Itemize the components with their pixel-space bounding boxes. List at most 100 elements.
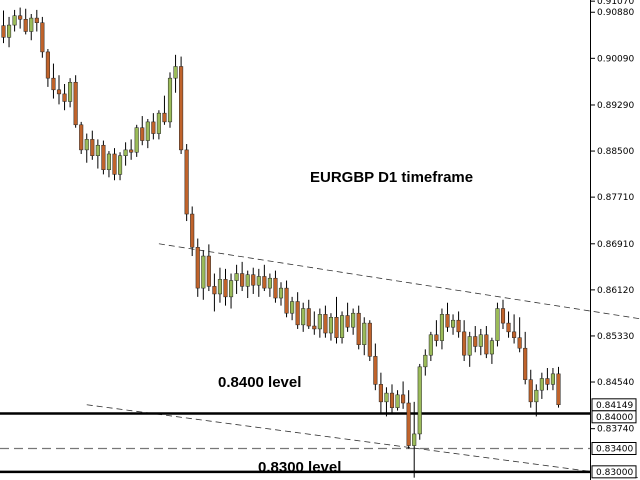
candle xyxy=(328,313,333,341)
candle-body-bear xyxy=(23,18,28,32)
candle-body-bull xyxy=(451,319,456,328)
candle-body-bear xyxy=(56,89,62,95)
candle xyxy=(306,299,311,329)
candle-body-bull xyxy=(428,334,433,356)
candle-body-bull xyxy=(439,314,444,341)
candle xyxy=(406,390,411,449)
candle xyxy=(401,381,406,409)
candle-body-bear xyxy=(323,314,328,334)
candle-body-bull xyxy=(362,322,367,345)
candle xyxy=(106,151,112,178)
candle xyxy=(12,9,17,32)
price-tag-label: 0.84149 xyxy=(596,401,633,411)
candle xyxy=(29,13,34,41)
candle-body-bear xyxy=(434,334,439,341)
trendline-0 xyxy=(158,243,640,320)
candle xyxy=(434,320,439,347)
candle-body-bull xyxy=(478,334,483,347)
candle xyxy=(201,250,206,300)
candle xyxy=(545,368,550,391)
candle xyxy=(312,311,317,335)
candle xyxy=(68,78,73,108)
candle-body-bear xyxy=(512,331,517,338)
candle-body-bull xyxy=(84,139,89,151)
candle-body-bull xyxy=(7,24,12,38)
candle xyxy=(256,268,261,297)
candle-body-bear xyxy=(506,322,511,333)
candle xyxy=(412,401,417,478)
candle xyxy=(56,75,62,105)
candle xyxy=(451,314,456,335)
candle xyxy=(389,384,395,414)
candle-body-bear xyxy=(195,247,200,289)
candle-body-bull xyxy=(328,317,333,334)
trendline-1 xyxy=(86,404,640,479)
candle xyxy=(206,244,211,292)
candle-body-bear xyxy=(129,149,134,153)
candle xyxy=(18,7,23,29)
candle xyxy=(1,10,6,44)
level-lines xyxy=(0,412,590,474)
candle xyxy=(167,72,173,128)
candle xyxy=(251,267,256,294)
price-tick-label: 0.84540 xyxy=(597,378,634,388)
candle-body-bear xyxy=(389,392,395,408)
candle-body-bull xyxy=(217,279,222,295)
candle xyxy=(151,113,156,140)
candle-body-bear xyxy=(51,77,56,91)
candle xyxy=(267,273,272,297)
price-tag-box xyxy=(591,442,637,456)
candle xyxy=(79,121,84,154)
candle xyxy=(456,311,461,338)
candle-body-bull xyxy=(412,433,417,446)
price-tag-label: 0.83400 xyxy=(596,445,633,455)
candle-body-bear xyxy=(378,384,383,403)
level-label-08400: 0.8400 level xyxy=(218,374,301,391)
price-tick-label: 0.85330 xyxy=(597,332,634,342)
candle-body-bull xyxy=(68,81,73,102)
candle-body-bear xyxy=(140,127,145,141)
candle xyxy=(373,343,378,391)
candle xyxy=(428,331,433,362)
candle-body-bull xyxy=(467,336,472,356)
candle xyxy=(84,133,89,163)
candle xyxy=(345,302,350,332)
candle-body-bear xyxy=(528,379,533,403)
candle-body-bear xyxy=(401,394,406,404)
price-tick-label: 0.91070 xyxy=(597,0,634,7)
candle xyxy=(95,139,100,169)
candle xyxy=(195,238,200,297)
candle-body-bull xyxy=(145,121,150,141)
candle xyxy=(528,369,533,408)
candle-body-bear xyxy=(251,274,256,286)
candle xyxy=(334,296,339,344)
candle-body-bear xyxy=(356,312,361,345)
candle-body-bear xyxy=(1,25,6,38)
candle-body-bull xyxy=(123,149,128,156)
candle xyxy=(323,305,328,338)
price-tag-label: 0.84000 xyxy=(596,413,633,423)
candle xyxy=(34,9,39,32)
candle xyxy=(506,311,511,338)
candle xyxy=(484,326,489,359)
candle xyxy=(90,130,95,160)
candle-body-bear xyxy=(190,213,195,248)
candle xyxy=(112,148,117,181)
candle xyxy=(240,261,245,292)
candle-body-bear xyxy=(162,112,167,123)
price-tick-label: 0.88500 xyxy=(597,147,634,157)
price-tag: 0.84000 xyxy=(591,410,637,424)
candle-body-bull xyxy=(118,155,123,175)
candle-body-bear xyxy=(500,308,506,324)
candle-body-bull xyxy=(340,315,345,338)
candle-body-bear xyxy=(284,287,289,314)
candle xyxy=(229,273,234,309)
candle-body-bear xyxy=(79,124,84,151)
candle xyxy=(384,387,389,417)
candle xyxy=(478,328,483,356)
candle-body-bull xyxy=(351,312,356,328)
candle-body-bear xyxy=(206,255,211,287)
candle-body-bear xyxy=(101,144,106,170)
